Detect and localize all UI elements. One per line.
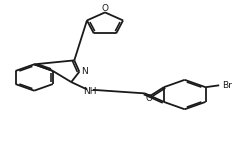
Text: Br: Br	[221, 81, 231, 90]
Text: N: N	[81, 67, 87, 76]
Text: O: O	[101, 4, 108, 13]
Text: O: O	[145, 93, 152, 103]
Text: NH: NH	[83, 86, 97, 96]
